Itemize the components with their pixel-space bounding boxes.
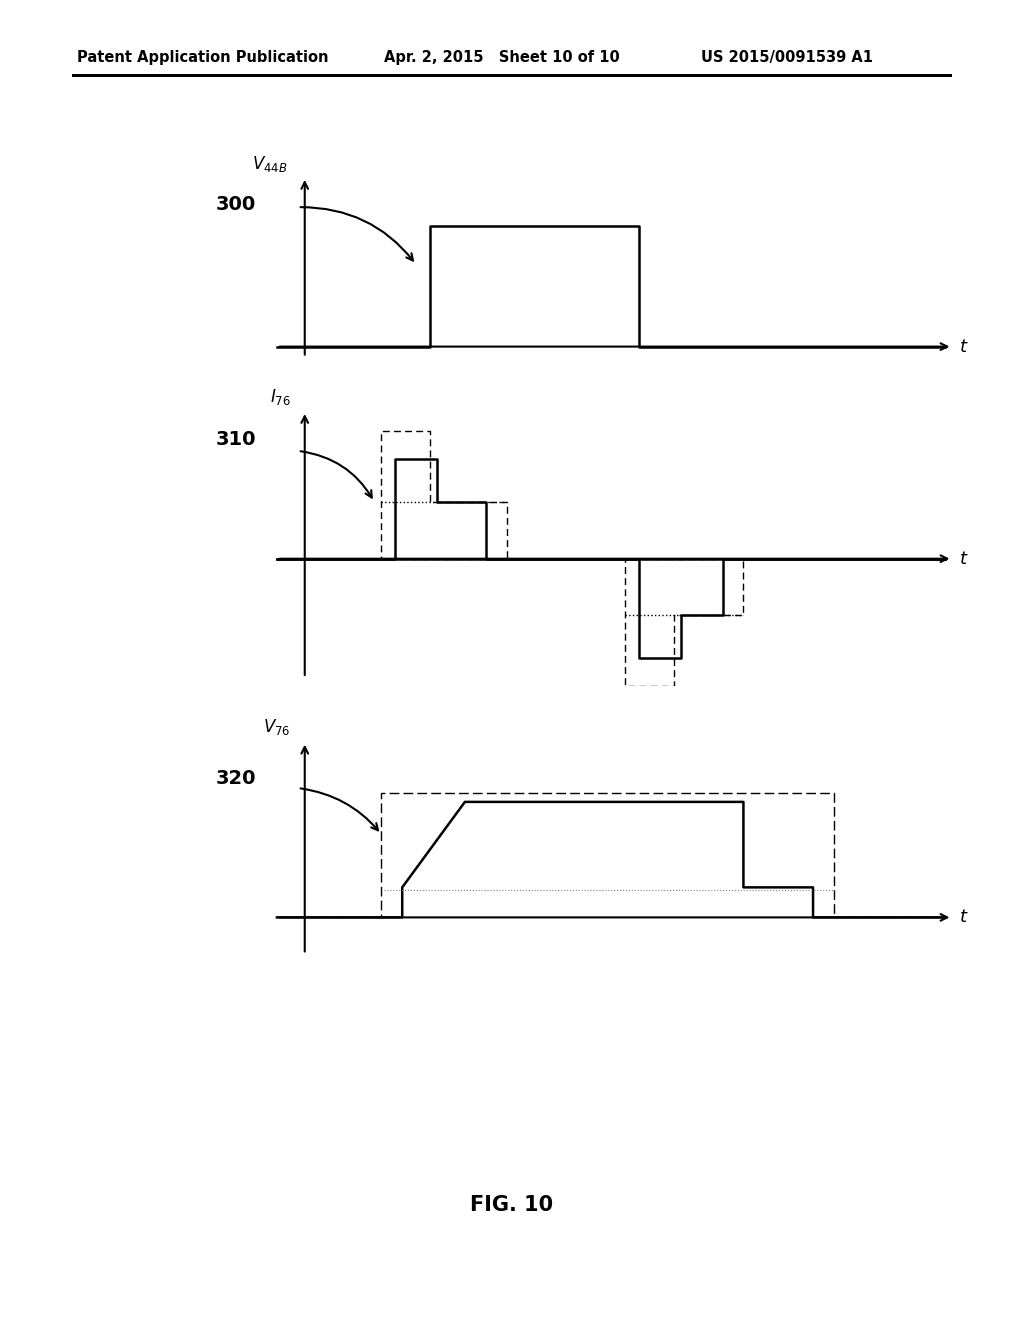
Text: Apr. 2, 2015   Sheet 10 of 10: Apr. 2, 2015 Sheet 10 of 10: [384, 50, 620, 65]
Text: $V_{76}$: $V_{76}$: [263, 717, 291, 737]
Text: 310: 310: [215, 430, 256, 449]
Text: $I_{76}$: $I_{76}$: [270, 387, 291, 407]
Text: FIG. 10: FIG. 10: [470, 1195, 554, 1216]
Text: US 2015/0091539 A1: US 2015/0091539 A1: [701, 50, 873, 65]
Text: $t$: $t$: [959, 338, 969, 355]
Text: 320: 320: [215, 770, 256, 788]
Text: $t$: $t$: [959, 549, 969, 568]
Text: Patent Application Publication: Patent Application Publication: [77, 50, 329, 65]
Text: 300: 300: [216, 195, 256, 214]
Text: $V_{44B}$: $V_{44B}$: [252, 154, 288, 174]
Text: $t$: $t$: [959, 908, 969, 927]
